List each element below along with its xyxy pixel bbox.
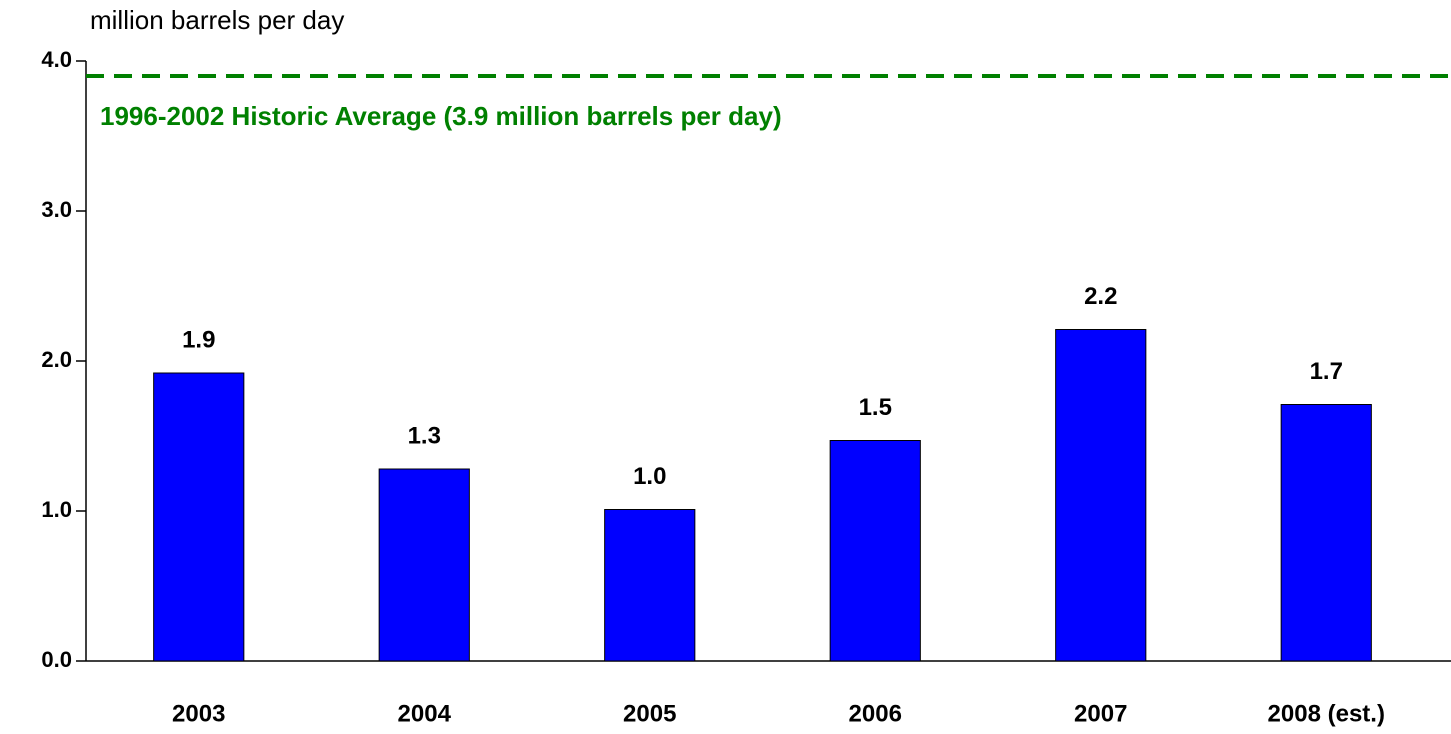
- x-tick-label: 2005: [623, 700, 676, 727]
- value-label: 2.2: [1084, 283, 1117, 310]
- bar: [1055, 329, 1147, 662]
- x-tick-label: 2007: [1074, 700, 1127, 727]
- y-tick-label: 3.0: [41, 197, 72, 222]
- value-label: 1.7: [1310, 358, 1343, 385]
- x-tick-label: 2006: [849, 700, 902, 727]
- bar: [378, 468, 470, 662]
- y-axis-label: million barrels per day: [90, 5, 344, 35]
- bar: [604, 509, 696, 662]
- y-tick-label: 0.0: [41, 647, 72, 672]
- value-label: 1.3: [408, 422, 441, 449]
- value-label: 1.0: [633, 463, 666, 490]
- y-tick-label: 4.0: [41, 47, 72, 72]
- reference-label: 1996-2002 Historic Average (3.9 million …: [100, 101, 782, 131]
- bar: [1280, 404, 1372, 662]
- x-tick-label: 2008 (est.): [1268, 700, 1385, 727]
- y-tick-label: 1.0: [41, 497, 72, 522]
- bar: [153, 372, 245, 662]
- value-label: 1.9: [182, 326, 215, 353]
- value-label: 1.5: [859, 394, 892, 421]
- y-tick-label: 2.0: [41, 347, 72, 372]
- bar: [829, 440, 921, 662]
- x-tick-label: 2003: [172, 700, 225, 727]
- x-tick-label: 2004: [398, 700, 452, 727]
